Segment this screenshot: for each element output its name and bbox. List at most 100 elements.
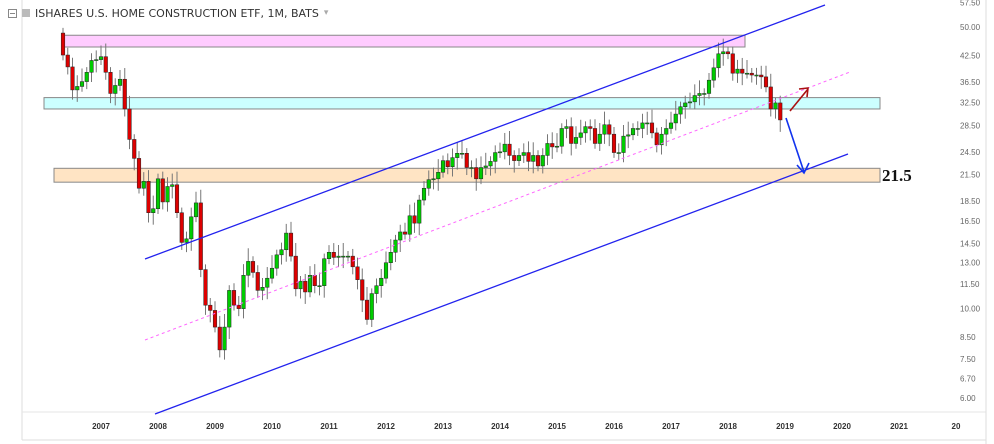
x-tick-label: 2009: [206, 422, 224, 431]
candle-body-down: [127, 108, 132, 140]
candle: [730, 46, 735, 81]
candle: [759, 65, 764, 89]
candle-body-up: [668, 122, 674, 129]
resistance-zone-top[interactable]: [62, 34, 746, 48]
candle: [84, 67, 89, 90]
candle: [440, 155, 446, 178]
candle-body-up: [165, 186, 170, 203]
candle: [379, 269, 384, 298]
candle-body-down: [231, 290, 237, 306]
channel-midline[interactable]: [144, 71, 851, 341]
candle: [212, 301, 218, 333]
candle-body-up: [630, 128, 636, 136]
upper-channel-line[interactable]: [144, 4, 826, 260]
candle: [545, 134, 550, 166]
candle-body-up: [578, 132, 583, 138]
candle-body-up: [564, 126, 569, 129]
x-tick-label: 20: [952, 422, 961, 431]
candle-body-up: [398, 231, 403, 241]
candle-body-up: [573, 137, 579, 144]
lower-channel-line[interactable]: [154, 153, 849, 415]
candle: [512, 150, 517, 173]
candle: [763, 65, 769, 93]
candle-body-up: [521, 152, 526, 156]
candle: [526, 141, 531, 172]
candle: [507, 131, 512, 166]
candle: [469, 160, 474, 178]
candle: [165, 177, 170, 212]
candle-body-up: [274, 254, 279, 269]
candle: [160, 171, 165, 210]
candle-body-up: [84, 72, 89, 82]
candle: [364, 286, 370, 325]
candle-body-down: [445, 160, 450, 167]
candle-body-down: [360, 279, 365, 301]
y-tick-label: 57.50: [960, 0, 981, 8]
candle-body-down: [740, 68, 745, 74]
candle-body-up: [417, 199, 422, 224]
candle: [588, 119, 593, 141]
candle-body-down: [212, 310, 218, 328]
candle-body-up: [426, 179, 431, 189]
x-tick-label: 2014: [491, 422, 509, 431]
candle: [531, 142, 536, 174]
candle: [659, 126, 664, 155]
candle: [350, 248, 355, 275]
x-tick-label: 2011: [320, 422, 338, 431]
candle: [260, 278, 265, 301]
candle: [678, 101, 683, 124]
candle-body-up: [79, 81, 85, 87]
candle-body-down: [136, 158, 142, 189]
candle: [550, 132, 555, 159]
candle-body-up: [89, 60, 94, 73]
chart-header: ISHARES U.S. HOME CONSTRUCTION ETF, 1M, …: [8, 5, 328, 21]
candle-body-down: [303, 280, 308, 293]
candle: [535, 150, 541, 172]
candle: [312, 264, 317, 294]
candle-body-up: [379, 277, 384, 286]
candle: [79, 68, 85, 92]
candle-body-down: [749, 72, 754, 76]
candle: [778, 95, 783, 132]
candle: [626, 121, 631, 149]
candle: [355, 257, 360, 290]
candle-body-down: [331, 252, 336, 258]
candle-body-up: [170, 184, 175, 187]
candle-body-up: [322, 258, 327, 286]
candle: [673, 100, 678, 131]
candle: [70, 57, 75, 100]
candle: [203, 264, 208, 315]
candle-body-up: [317, 285, 322, 287]
x-tick-label: 2012: [377, 422, 395, 431]
candle: [436, 159, 441, 191]
candle: [265, 267, 270, 300]
candle: [288, 221, 294, 262]
candle-body-down: [763, 76, 769, 88]
candle: [246, 248, 251, 288]
candle-body-up: [621, 135, 626, 153]
candle: [132, 134, 137, 171]
candle-body-up: [497, 151, 503, 154]
collapse-icon[interactable]: [8, 8, 17, 18]
arrow-down-icon[interactable]: [785, 117, 810, 175]
resistance-zone-mid[interactable]: [43, 97, 881, 110]
candle-body-up: [260, 287, 265, 291]
arrow-up-icon[interactable]: [789, 87, 809, 112]
candle: [336, 244, 341, 268]
dropdown-caret-icon[interactable]: ▾: [323, 8, 329, 18]
candle-body-up: [488, 161, 493, 167]
candle: [331, 243, 336, 265]
candle: [740, 57, 745, 86]
candle: [478, 156, 484, 185]
candle-body-up: [554, 145, 560, 148]
candle-body-up: [155, 178, 161, 209]
candle: [521, 143, 526, 163]
candle-body-up: [189, 216, 194, 240]
candle: [298, 276, 303, 299]
y-tick-label: 21.50: [960, 171, 981, 180]
candle-body-up: [326, 252, 332, 259]
y-tick-label: 42.50: [960, 51, 981, 60]
candle-body-up: [227, 290, 232, 328]
x-tick-label: 2013: [434, 422, 452, 431]
